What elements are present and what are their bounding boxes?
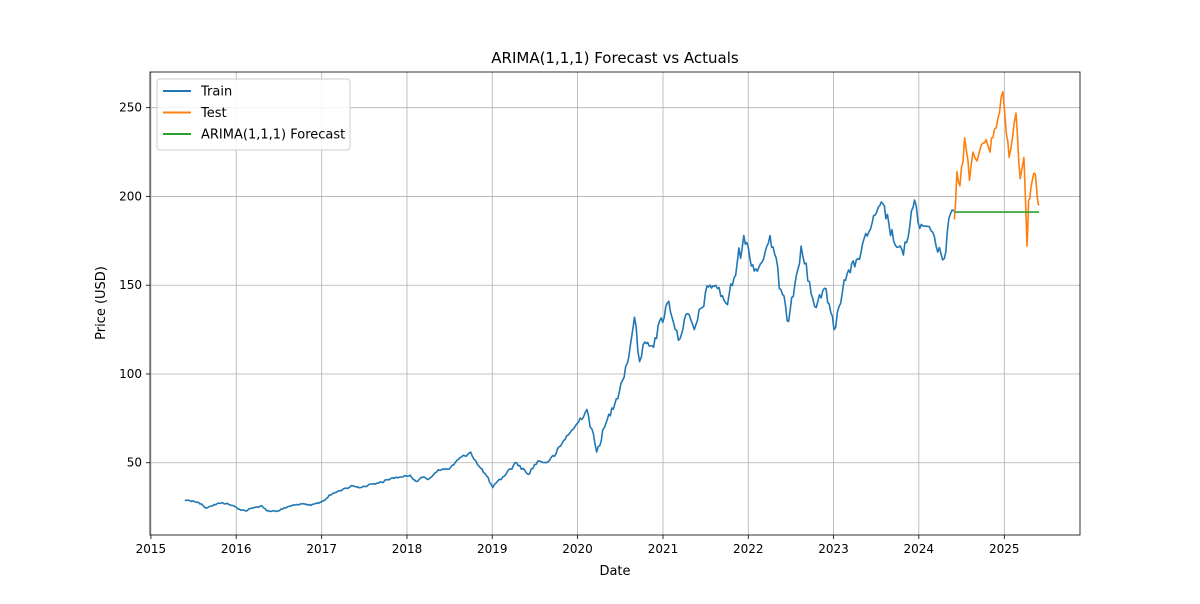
x-tick-label: 2021 xyxy=(648,542,679,556)
y-tick-label: 200 xyxy=(119,189,142,203)
y-tick-label: 150 xyxy=(119,278,142,292)
x-tick-label: 2019 xyxy=(477,542,508,556)
x-tick-label: 2024 xyxy=(904,542,935,556)
series-line-1 xyxy=(953,90,1040,247)
x-tick-label: 2023 xyxy=(818,542,849,556)
x-tick-label: 2020 xyxy=(562,542,593,556)
legend-box xyxy=(156,78,351,151)
y-tick-label: 50 xyxy=(127,456,142,470)
chart-title: ARIMA(1,1,1) Forecast vs Actuals xyxy=(491,49,739,67)
legend-label: Test xyxy=(200,106,227,121)
series-line-0 xyxy=(184,199,955,513)
x-tick-label: 2022 xyxy=(733,542,764,556)
series-group xyxy=(184,90,1040,513)
axes: 2015 2016 2017 2018 2019 2020 2021 2022 2023 2024… xyxy=(119,71,1081,556)
y-axis-title: Price (USD) xyxy=(94,266,109,340)
x-tick-label: 2018 xyxy=(392,542,423,556)
x-axis-title: Date xyxy=(599,564,630,579)
grid xyxy=(150,72,1080,535)
legend-label: Train xyxy=(200,85,232,100)
x-tick-label: 2017 xyxy=(306,542,337,556)
y-tick-label: 100 xyxy=(119,367,142,381)
legend-label: ARIMA(1,1,1) Forecast xyxy=(201,128,345,143)
x-tick-label: 2016 xyxy=(221,542,252,556)
x-tick-label: 2015 xyxy=(136,542,167,556)
x-tick-label: 2025 xyxy=(989,542,1020,556)
plot-frame xyxy=(149,71,1081,536)
y-tick-label: 250 xyxy=(119,101,142,115)
legend: Train Test ARIMA(1,1,1) Forecast xyxy=(156,78,351,151)
